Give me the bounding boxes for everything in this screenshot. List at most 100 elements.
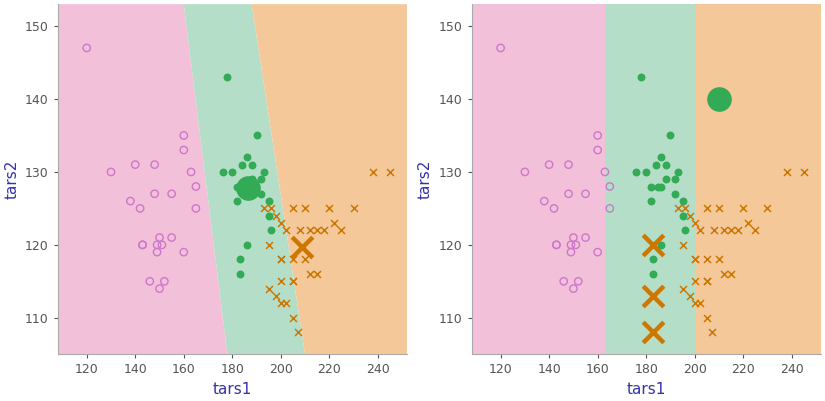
Point [676,242,689,248]
Point [129,162,142,168]
Point [230,198,243,204]
Point [591,249,604,255]
Point [255,176,268,182]
Point [165,190,178,197]
Point [105,169,118,175]
Point [265,227,278,233]
Point [299,256,312,263]
Point [797,169,810,175]
Point [652,183,665,190]
Point [274,256,287,263]
Point [700,278,714,285]
Point [148,162,161,168]
Point [688,220,701,226]
Point [700,278,714,285]
Point [603,205,616,212]
Point [712,256,725,263]
Point [693,227,706,233]
Point [136,242,149,248]
Point [347,205,361,212]
Point [639,169,653,175]
Point [255,190,268,197]
Y-axis label: tars2: tars2 [418,160,433,199]
Point [216,169,229,175]
Point [579,234,592,241]
Point [562,162,575,168]
Point [676,213,689,219]
Point [235,162,248,168]
Point [562,190,575,197]
Point [257,169,271,175]
Point [245,162,258,168]
Point [712,205,725,212]
Point [238,183,251,190]
Point [591,147,604,153]
Point [286,278,299,285]
Point [269,213,282,219]
Point [549,242,563,248]
Point [310,227,323,233]
Point [158,278,171,285]
Point [366,169,380,175]
Point [717,227,730,233]
Point [724,227,738,233]
Point [634,74,648,80]
Point [328,220,341,226]
Point [221,74,234,80]
Point [233,256,246,263]
Point [335,227,348,233]
Point [705,329,719,336]
Point [664,132,677,139]
Point [724,271,738,277]
Point [240,183,253,190]
Point [310,271,323,277]
Point [659,176,672,182]
Point [265,205,278,212]
Point [177,147,191,153]
Point [286,278,299,285]
Point [155,242,168,248]
Point [262,213,276,219]
Point [678,227,691,233]
Point [678,205,691,212]
Point [683,213,696,219]
Point [323,205,336,212]
Point [567,234,580,241]
Point [780,169,794,175]
Point [629,169,643,175]
Point [150,249,163,255]
Point [279,227,292,233]
Point [144,278,157,285]
Point [262,198,276,204]
Point [80,45,93,51]
Point [564,249,578,255]
Point [189,183,202,190]
Point [286,205,299,212]
Point [274,220,287,226]
Point [185,169,198,175]
Point [189,205,202,212]
Point [269,293,282,299]
Point [134,205,147,212]
Point [549,242,563,248]
Point [274,300,287,306]
Point [598,169,611,175]
Point [700,256,714,263]
Point [572,278,585,285]
Point [579,190,592,197]
Point [564,242,578,248]
Point [262,242,276,248]
Point [165,234,178,241]
Point [688,300,701,306]
Point [659,162,672,168]
Point [384,169,397,175]
Point [742,220,755,226]
Point [291,329,304,336]
Point [647,242,660,248]
Point [304,227,317,233]
Point [240,242,253,248]
Point [647,271,660,277]
Point [274,256,287,263]
Point [683,293,696,299]
Point [494,45,507,51]
